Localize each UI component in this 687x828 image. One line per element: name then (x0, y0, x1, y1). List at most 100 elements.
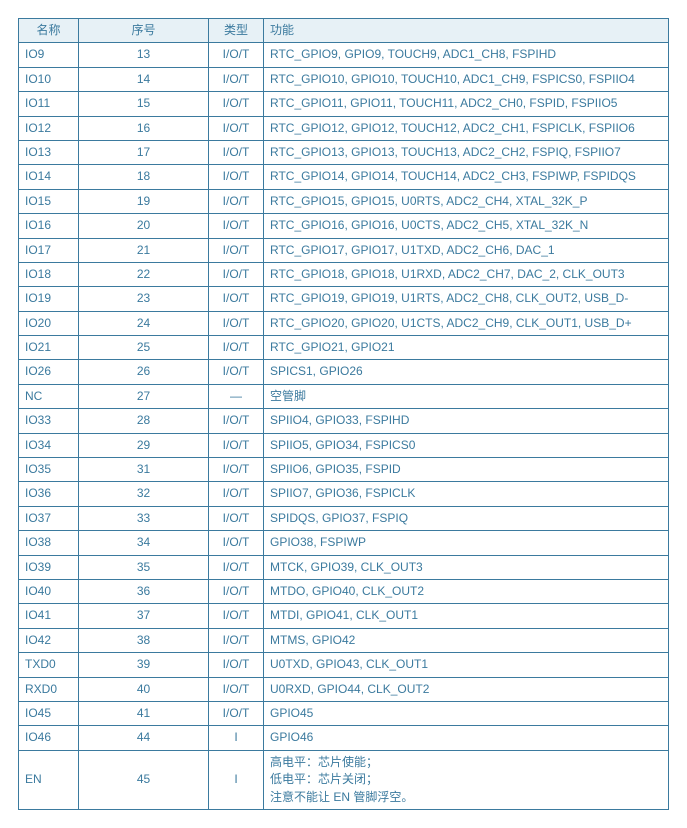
table-cell: 28 (79, 409, 209, 433)
table-cell: SPIDQS, GPIO37, FSPIQ (264, 506, 669, 530)
table-cell: TXD0 (19, 653, 79, 677)
table-cell: RTC_GPIO21, GPIO21 (264, 336, 669, 360)
table-cell: 14 (79, 67, 209, 91)
table-cell: IO10 (19, 67, 79, 91)
table-cell: IO9 (19, 43, 79, 67)
table-cell: SPIIO5, GPIO34, FSPICS0 (264, 433, 669, 457)
table-cell: IO13 (19, 140, 79, 164)
table-cell: 空管脚 (264, 384, 669, 408)
table-row: IO1923I/O/TRTC_GPIO19, GPIO19, U1RTS, AD… (19, 287, 669, 311)
table-cell: I/O/T (209, 336, 264, 360)
table-cell: I (209, 726, 264, 750)
table-row: IO4238I/O/TMTMS, GPIO42 (19, 628, 669, 652)
table-row: IO3935I/O/TMTCK, GPIO39, CLK_OUT3 (19, 555, 669, 579)
table-cell: 25 (79, 336, 209, 360)
table-cell: RTC_GPIO20, GPIO20, U1CTS, ADC2_CH9, CLK… (264, 311, 669, 335)
table-cell: RTC_GPIO10, GPIO10, TOUCH10, ADC1_CH9, F… (264, 67, 669, 91)
table-row: IO1519I/O/TRTC_GPIO15, GPIO15, U0RTS, AD… (19, 189, 669, 213)
table-cell: NC (19, 384, 79, 408)
table-cell: 21 (79, 238, 209, 262)
table-cell: IO33 (19, 409, 79, 433)
table-cell: 20 (79, 214, 209, 238)
table-row: IO4541I/O/TGPIO45 (19, 701, 669, 725)
table-cell: 26 (79, 360, 209, 384)
table-cell: I/O/T (209, 238, 264, 262)
table-cell: RTC_GPIO9, GPIO9, TOUCH9, ADC1_CH8, FSPI… (264, 43, 669, 67)
table-cell: I/O/T (209, 262, 264, 286)
table-row: IO1317I/O/TRTC_GPIO13, GPIO13, TOUCH13, … (19, 140, 669, 164)
table-cell: 27 (79, 384, 209, 408)
table-cell: 24 (79, 311, 209, 335)
table-cell: IO14 (19, 165, 79, 189)
table-cell: I/O/T (209, 189, 264, 213)
table-cell: IO19 (19, 287, 79, 311)
table-row: IO3328I/O/TSPIIO4, GPIO33, FSPIHD (19, 409, 669, 433)
table-row: IO3733I/O/TSPIDQS, GPIO37, FSPIQ (19, 506, 669, 530)
table-cell: I/O/T (209, 555, 264, 579)
table-row: EN45I高电平：芯片使能；低电平：芯片关闭；注意不能让 EN 管脚浮空。 (19, 750, 669, 809)
table-row: IO4644IGPIO46 (19, 726, 669, 750)
table-row: TXD039I/O/TU0TXD, GPIO43, CLK_OUT1 (19, 653, 669, 677)
table-cell: GPIO45 (264, 701, 669, 725)
table-cell: 44 (79, 726, 209, 750)
table-cell: 39 (79, 653, 209, 677)
table-cell: RTC_GPIO13, GPIO13, TOUCH13, ADC2_CH2, F… (264, 140, 669, 164)
table-row: RXD040I/O/TU0RXD, GPIO44, CLK_OUT2 (19, 677, 669, 701)
table-cell: 32 (79, 482, 209, 506)
table-cell: 高电平：芯片使能；低电平：芯片关闭；注意不能让 EN 管脚浮空。 (264, 750, 669, 809)
table-cell: RTC_GPIO15, GPIO15, U0RTS, ADC2_CH4, XTA… (264, 189, 669, 213)
column-header: 类型 (209, 19, 264, 43)
table-cell: IO46 (19, 726, 79, 750)
table-cell: I/O/T (209, 531, 264, 555)
table-row: IO4036I/O/TMTDO, GPIO40, CLK_OUT2 (19, 579, 669, 603)
table-row: IO1014I/O/TRTC_GPIO10, GPIO10, TOUCH10, … (19, 67, 669, 91)
table-cell: 35 (79, 555, 209, 579)
table-row: IO1620I/O/TRTC_GPIO16, GPIO16, U0CTS, AD… (19, 214, 669, 238)
column-header: 名称 (19, 19, 79, 43)
table-cell: IO11 (19, 92, 79, 116)
table-cell: RTC_GPIO11, GPIO11, TOUCH11, ADC2_CH0, F… (264, 92, 669, 116)
table-cell: IO41 (19, 604, 79, 628)
table-cell: I/O/T (209, 140, 264, 164)
table-cell: SPIIO7, GPIO36, FSPICLK (264, 482, 669, 506)
table-cell: I/O/T (209, 165, 264, 189)
table-cell: I/O/T (209, 433, 264, 457)
table-cell: RTC_GPIO14, GPIO14, TOUCH14, ADC2_CH3, F… (264, 165, 669, 189)
table-cell: 33 (79, 506, 209, 530)
table-cell: I/O/T (209, 701, 264, 725)
table-cell: IO16 (19, 214, 79, 238)
table-cell: IO37 (19, 506, 79, 530)
table-cell: EN (19, 750, 79, 809)
table-cell: IO38 (19, 531, 79, 555)
table-cell: IO15 (19, 189, 79, 213)
table-row: IO2125I/O/TRTC_GPIO21, GPIO21 (19, 336, 669, 360)
table-cell: IO26 (19, 360, 79, 384)
table-cell: RTC_GPIO18, GPIO18, U1RXD, ADC2_CH7, DAC… (264, 262, 669, 286)
table-cell: GPIO46 (264, 726, 669, 750)
table-cell: I/O/T (209, 604, 264, 628)
table-cell: 45 (79, 750, 209, 809)
table-cell: I/O/T (209, 92, 264, 116)
table-cell: IO17 (19, 238, 79, 262)
table-row: IO1115I/O/TRTC_GPIO11, GPIO11, TOUCH11, … (19, 92, 669, 116)
table-cell: 15 (79, 92, 209, 116)
table-cell: IO35 (19, 458, 79, 482)
table-cell: 18 (79, 165, 209, 189)
table-cell: I/O/T (209, 311, 264, 335)
column-header: 功能 (264, 19, 669, 43)
table-cell: I/O/T (209, 360, 264, 384)
table-cell: IO40 (19, 579, 79, 603)
table-row: NC27—空管脚 (19, 384, 669, 408)
table-cell: I/O/T (209, 458, 264, 482)
table-cell: RXD0 (19, 677, 79, 701)
table-cell: U0TXD, GPIO43, CLK_OUT1 (264, 653, 669, 677)
table-row: IO1418I/O/TRTC_GPIO14, GPIO14, TOUCH14, … (19, 165, 669, 189)
table-cell: 16 (79, 116, 209, 140)
table-row: IO3834I/O/TGPIO38, FSPIWP (19, 531, 669, 555)
table-cell: I/O/T (209, 67, 264, 91)
table-cell: I/O/T (209, 409, 264, 433)
pin-definition-table: 名称序号类型功能 IO913I/O/TRTC_GPIO9, GPIO9, TOU… (18, 18, 669, 810)
table-row: IO1216I/O/TRTC_GPIO12, GPIO12, TOUCH12, … (19, 116, 669, 140)
table-cell: I/O/T (209, 628, 264, 652)
table-cell: MTMS, GPIO42 (264, 628, 669, 652)
